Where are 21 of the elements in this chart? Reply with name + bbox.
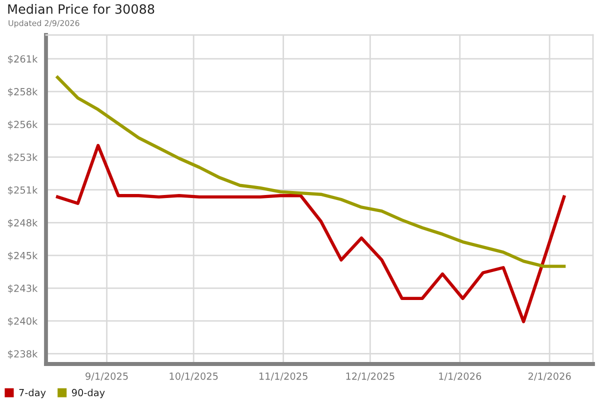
legend-label: 7-day	[19, 388, 46, 398]
y-tick-label: $240k	[8, 317, 38, 326]
x-tick-label: 12/1/2025	[346, 372, 394, 381]
y-tick-label: $251k	[8, 186, 38, 195]
chart-title: Median Price for 30088	[8, 4, 154, 14]
y-tick-label: $243k	[8, 284, 38, 294]
x-tick-label: 2/1/2026	[528, 372, 571, 381]
y-tick-label: $253k	[8, 153, 38, 162]
line-series	[56, 76, 566, 268]
x-tick-label: 10/1/2025	[170, 372, 218, 381]
y-tick-label: $238k	[8, 350, 38, 359]
x-tick-label: 11/1/2025	[259, 372, 308, 381]
x-tick-label: 1/1/2026	[439, 372, 482, 381]
y-tick-label: $256k	[8, 120, 38, 130]
y-tick-label: $248k	[8, 218, 38, 228]
y-tick-label: $261k	[8, 55, 38, 64]
y-tick-label: $245k	[8, 252, 38, 261]
y-tick-label: $258k	[8, 88, 38, 97]
line-series	[56, 144, 566, 324]
legend-label: 90-day	[72, 388, 105, 398]
x-tick-label: 9/1/2025	[86, 372, 128, 381]
